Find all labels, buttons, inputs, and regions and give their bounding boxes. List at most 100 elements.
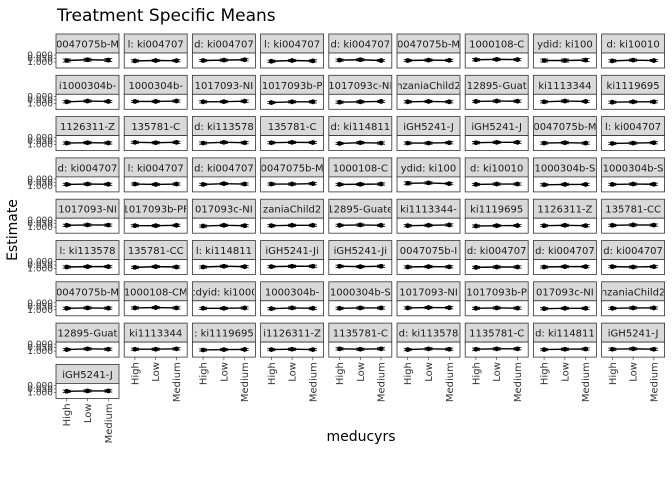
estimate-point	[105, 346, 111, 352]
estimate-point	[85, 98, 90, 104]
estimate-point	[583, 223, 589, 229]
y-tick-label: 0.050	[27, 178, 53, 188]
estimate-point	[268, 223, 274, 229]
facet-strip-label: iGH5241-Ji	[265, 246, 318, 257]
facet-strip-label: 1000304b-	[128, 81, 183, 92]
estimate-point	[337, 141, 342, 146]
estimate-point	[242, 264, 248, 270]
x-tick-label: Medium	[581, 362, 592, 402]
estimate-point	[105, 264, 111, 270]
estimate-point	[242, 223, 248, 229]
facet-strip-label: 1000108-C	[333, 163, 388, 174]
estimate-point	[446, 181, 452, 187]
estimate-point	[268, 347, 274, 352]
estimate-point	[405, 264, 411, 270]
estimate-point	[357, 222, 363, 228]
estimate-point	[473, 99, 479, 104]
y-tick-label: 1.000	[27, 265, 53, 275]
estimate-point	[562, 305, 568, 311]
estimate-point	[200, 305, 206, 311]
estimate-point	[105, 57, 111, 63]
y-tick-label: 0.000	[27, 216, 53, 226]
facet-strip-label: 1000304b-S	[534, 163, 595, 174]
facet-strip-label: d: ki004707	[58, 163, 118, 174]
estimate-point	[64, 99, 70, 105]
estimate-point	[426, 264, 431, 270]
estimate-point	[651, 140, 657, 146]
estimate-point	[609, 141, 615, 146]
estimate-point	[105, 140, 111, 146]
facet-strip-label: l: ki004707	[128, 40, 184, 51]
estimate-point	[609, 58, 615, 64]
estimate-point	[132, 346, 138, 352]
estimate-point	[221, 222, 227, 228]
estimate-point	[105, 99, 111, 104]
facet-strip-label: 1017093-NI	[58, 205, 117, 216]
facet-strip-label: ydid: ki100	[401, 163, 457, 174]
facet-strip-label: 017093c-NI	[195, 205, 253, 216]
estimate-point	[651, 58, 657, 63]
estimate-point	[541, 223, 547, 229]
x-tick-label: High	[540, 362, 551, 385]
estimate-point	[473, 223, 479, 229]
facet-strip-label: 1126311-Z	[60, 122, 115, 133]
estimate-point	[473, 305, 479, 311]
estimate-point	[289, 263, 295, 269]
estimate-point	[609, 182, 615, 187]
estimate-point	[515, 181, 520, 187]
estimate-point	[357, 57, 363, 63]
estimate-line-segment	[612, 59, 634, 62]
estimate-point	[242, 140, 248, 146]
x-tick-label: Medium	[377, 362, 388, 402]
estimate-line-segment	[203, 141, 224, 144]
x-tick-label: High	[62, 403, 73, 426]
estimate-point	[583, 140, 589, 146]
estimate-point	[289, 305, 295, 311]
estimate-point	[268, 181, 274, 187]
estimate-point	[200, 223, 206, 229]
facet-strip-label: ki1113344	[129, 329, 182, 340]
estimate-line-segment	[134, 265, 156, 269]
facet-strip-label: i1000304b-	[59, 81, 117, 92]
y-tick-label: 0.000	[27, 381, 53, 391]
estimate-point	[310, 305, 316, 311]
y-tick-label: 0.050	[27, 261, 53, 271]
estimate-point	[562, 98, 568, 104]
estimate-point	[221, 347, 227, 352]
x-tick-label: Medium	[513, 362, 524, 402]
y-tick-label: 0.000	[27, 134, 53, 144]
estimate-point	[132, 264, 138, 270]
x-tick-label: Low	[560, 362, 571, 382]
estimate-point	[310, 58, 316, 64]
estimate-point	[64, 305, 70, 311]
estimate-point	[378, 346, 384, 352]
estimate-point	[105, 222, 111, 228]
facet-strip-label: 135781-C	[131, 122, 180, 133]
estimate-point	[85, 346, 90, 352]
estimate-point	[268, 306, 274, 312]
facet-strip-label: 1135781-C	[469, 329, 524, 340]
estimate-point	[562, 264, 568, 270]
estimate-point	[583, 57, 589, 63]
facet-strip-label: iGH5241-Ji	[334, 246, 387, 257]
facet-strip-label: 1017093b-P	[466, 287, 527, 298]
estimate-point	[630, 181, 636, 187]
estimate-point	[405, 223, 411, 229]
estimate-point	[473, 182, 479, 187]
estimate-point	[310, 140, 316, 145]
facet-strip-label: ki1119695	[607, 81, 660, 92]
estimate-point	[473, 57, 479, 63]
estimate-point	[609, 305, 615, 311]
x-tick-label: Low	[492, 362, 503, 382]
estimate-point	[132, 223, 138, 229]
estimate-point	[405, 180, 411, 186]
y-tick-label: 1.000	[27, 58, 53, 68]
estimate-point	[562, 182, 568, 187]
estimate-point	[494, 181, 500, 187]
facet-strip-label: 1000108-C	[469, 40, 524, 51]
facet-strip-label: 0047075b-M	[397, 40, 460, 51]
estimate-point	[630, 264, 636, 270]
estimate-point	[630, 222, 636, 228]
facet-strip-label: 1126311-Z	[537, 205, 592, 216]
x-tick-label: High	[403, 362, 414, 385]
